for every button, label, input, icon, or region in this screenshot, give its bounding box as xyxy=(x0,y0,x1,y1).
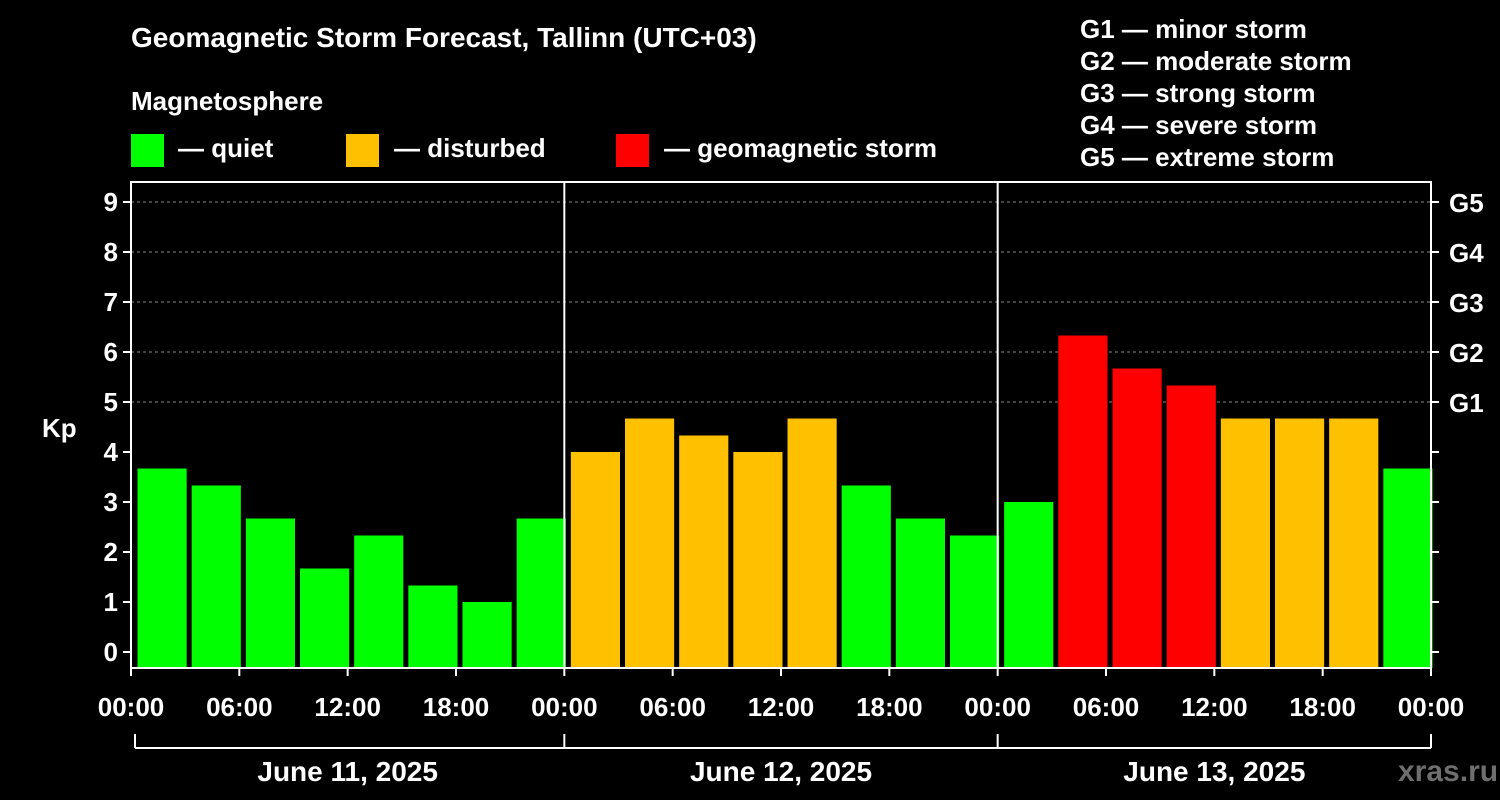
bar-7 xyxy=(516,518,566,668)
y-tick-label-4: 4 xyxy=(104,437,119,467)
bar-11 xyxy=(733,452,783,668)
g-scale-g4: G4 — severe storm xyxy=(1080,110,1318,140)
x-tick-label-11: 18:00 xyxy=(1289,692,1356,722)
x-tick-label-1: 06:00 xyxy=(206,692,273,722)
bar-12 xyxy=(787,418,837,668)
legend-swatch-disturbed xyxy=(346,134,379,167)
y-tick-label-5: 5 xyxy=(104,387,118,417)
bar-10 xyxy=(679,435,729,668)
y-axis-label: Kp xyxy=(42,413,77,443)
legend-label-disturbed: — disturbed xyxy=(394,133,546,163)
bar-9 xyxy=(625,418,675,668)
bar-1 xyxy=(191,485,241,668)
y-tick-label-3: 3 xyxy=(104,487,118,517)
bar-23 xyxy=(1383,468,1433,668)
g-scale-g5: G5 — extreme storm xyxy=(1080,142,1335,172)
right-tick-label-G1: G1 xyxy=(1449,388,1484,418)
x-tick-label-4: 00:00 xyxy=(531,692,598,722)
bar-22 xyxy=(1329,418,1379,668)
bar-13 xyxy=(841,485,891,668)
right-tick-label-G3: G3 xyxy=(1449,288,1484,318)
right-tick-label-G4: G4 xyxy=(1449,238,1484,268)
g-scale-g3: G3 — strong storm xyxy=(1080,78,1316,108)
g-scale-g2: G2 — moderate storm xyxy=(1080,46,1352,76)
y-tick-label-9: 9 xyxy=(104,187,118,217)
bar-14 xyxy=(895,518,945,668)
bar-19 xyxy=(1166,385,1216,668)
x-tick-label-5: 06:00 xyxy=(639,692,706,722)
legend-heading: Magnetosphere xyxy=(131,86,324,116)
bar-6 xyxy=(462,602,512,668)
bar-17 xyxy=(1058,335,1108,668)
y-tick-label-8: 8 xyxy=(104,237,118,267)
day-label-1: June 12, 2025 xyxy=(690,756,872,787)
y-tick-label-2: 2 xyxy=(104,537,118,567)
g-scale-g1: G1 — minor storm xyxy=(1080,14,1307,44)
bar-15 xyxy=(950,535,1000,668)
right-tick-label-G5: G5 xyxy=(1449,188,1484,218)
x-tick-label-3: 18:00 xyxy=(423,692,490,722)
y-tick-label-6: 6 xyxy=(104,337,118,367)
legend-label-quiet: — quiet xyxy=(178,133,274,163)
x-tick-label-9: 06:00 xyxy=(1073,692,1140,722)
bar-20 xyxy=(1220,418,1270,668)
x-tick-label-8: 00:00 xyxy=(964,692,1031,722)
y-tick-label-0: 0 xyxy=(104,637,118,667)
bar-3 xyxy=(300,568,350,668)
bar-5 xyxy=(408,585,458,668)
x-tick-label-7: 18:00 xyxy=(856,692,923,722)
bar-16 xyxy=(1004,502,1054,668)
right-tick-label-G2: G2 xyxy=(1449,338,1484,368)
x-tick-label-2: 12:00 xyxy=(314,692,381,722)
x-tick-label-12: 00:00 xyxy=(1398,692,1465,722)
y-tick-label-7: 7 xyxy=(104,287,118,317)
day-label-2: June 13, 2025 xyxy=(1123,756,1305,787)
legend-swatch-storm xyxy=(616,134,649,167)
legend-swatch-quiet xyxy=(131,134,164,167)
bar-4 xyxy=(354,535,404,668)
bar-0 xyxy=(137,468,187,668)
x-tick-label-0: 00:00 xyxy=(98,692,165,722)
bar-18 xyxy=(1112,368,1162,668)
x-tick-label-10: 12:00 xyxy=(1181,692,1248,722)
watermark: xras.ru xyxy=(1398,755,1499,788)
bar-2 xyxy=(245,518,295,668)
day-label-0: June 11, 2025 xyxy=(257,756,438,787)
y-tick-label-1: 1 xyxy=(104,587,118,617)
legend-label-storm: — geomagnetic storm xyxy=(664,133,938,163)
chart-title: Geomagnetic Storm Forecast, Tallinn (UTC… xyxy=(131,22,757,53)
bar-21 xyxy=(1275,418,1325,668)
bar-8 xyxy=(570,452,620,668)
x-tick-label-6: 12:00 xyxy=(748,692,815,722)
